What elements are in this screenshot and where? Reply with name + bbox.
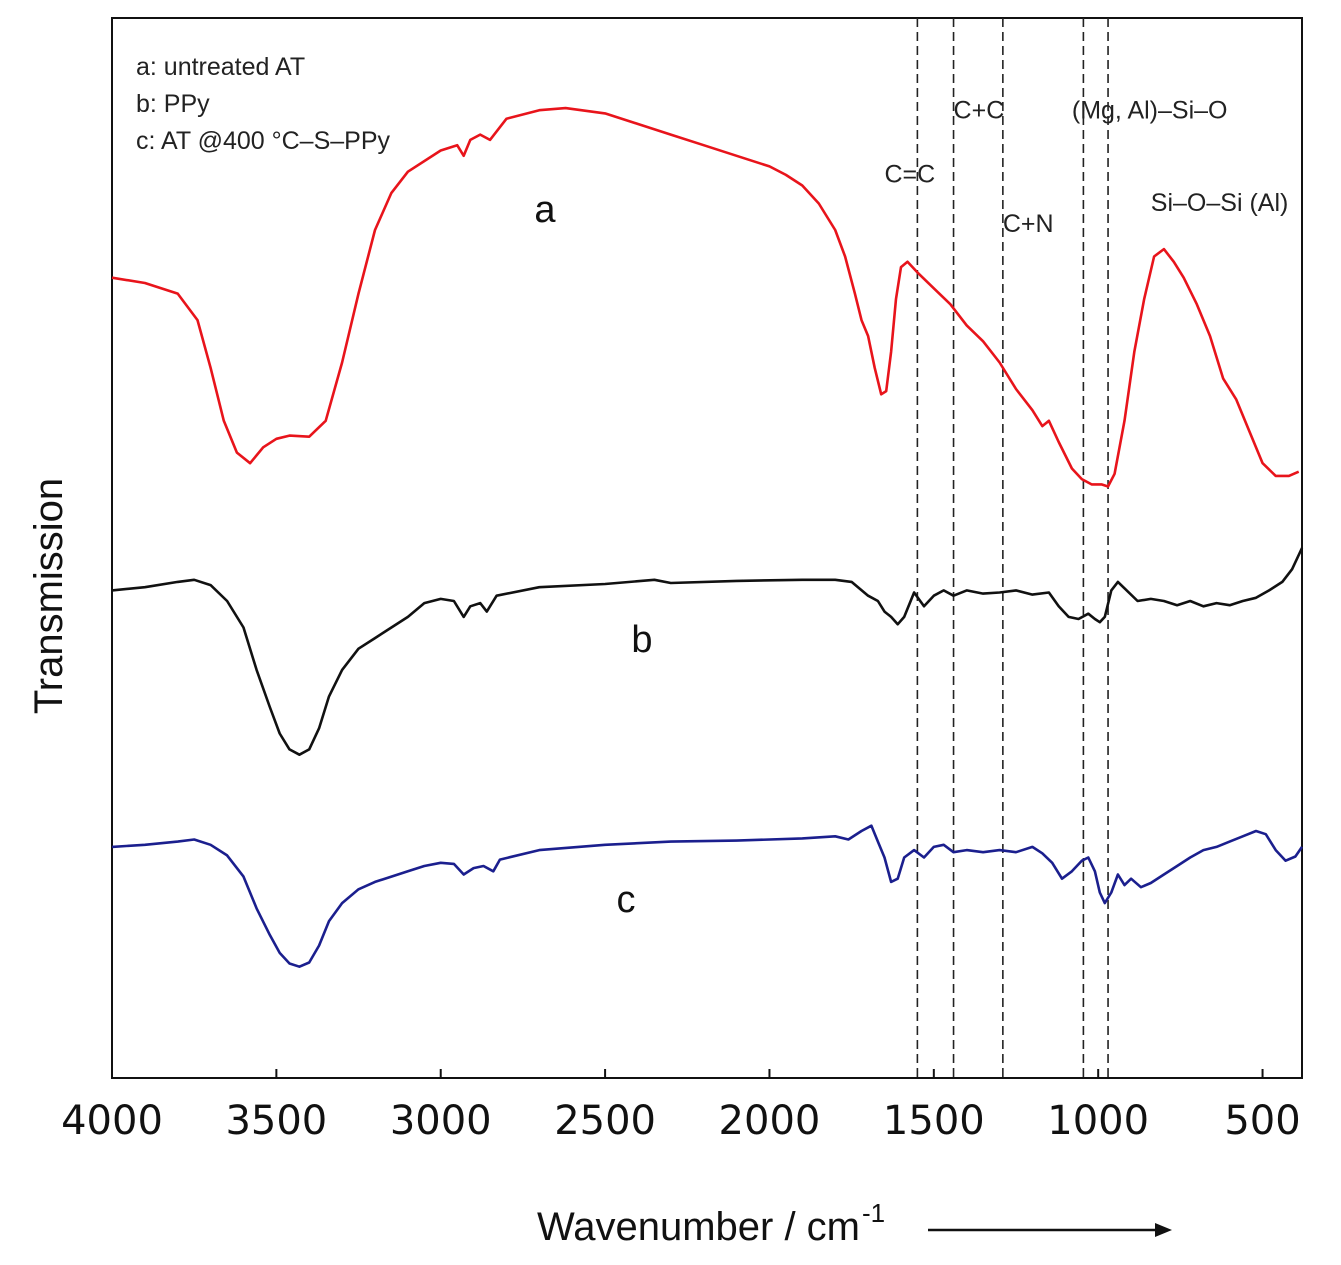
- x-tick-label-3000: 3000: [390, 1098, 492, 1144]
- plot-frame: [111, 17, 1303, 1079]
- x-tick-label-1000: 1000: [1047, 1098, 1149, 1144]
- annotation-1: C=C: [885, 160, 936, 188]
- x-axis-title: Wavenumber / cm: [537, 1205, 860, 1249]
- legend-entry-b: b: PPy: [136, 90, 210, 118]
- curve-label-b: b: [631, 619, 652, 661]
- x-axis-arrowhead: [1155, 1223, 1172, 1237]
- x-tick-label-4000: 4000: [61, 1098, 163, 1144]
- x-tick-label-1500: 1500: [883, 1098, 985, 1144]
- x-tick-label-3500: 3500: [225, 1098, 327, 1144]
- text-layer: a: untreated AT b: PPy c: AT @400 °C–S–P…: [27, 53, 1301, 1249]
- annotation-5: Si–O–Si (Al): [1151, 189, 1289, 217]
- legend-entry-c: c: AT @400 °C–S–PPy: [136, 127, 391, 155]
- x-tick-label-500: 500: [1224, 1098, 1300, 1144]
- annotation-4: C+N: [1003, 210, 1054, 238]
- series-b-line: [111, 547, 1304, 756]
- annotation-3: (Mg, Al)–Si–O: [1072, 97, 1228, 125]
- series-a-line: [111, 106, 1300, 488]
- series-c-line: [111, 824, 1304, 968]
- x-tick-label-2500: 2500: [554, 1098, 656, 1144]
- mark-layer: [111, 17, 1304, 1079]
- x-tick-label-2000: 2000: [719, 1098, 821, 1144]
- x-axis-title-superscript: -1: [862, 1198, 885, 1228]
- legend-entry-a: a: untreated AT: [136, 53, 305, 81]
- annotation-2: C+C: [954, 97, 1005, 125]
- curve-label-a: a: [534, 189, 556, 231]
- y-axis-title: Transmission: [27, 478, 71, 714]
- curve-label-c: c: [617, 879, 636, 921]
